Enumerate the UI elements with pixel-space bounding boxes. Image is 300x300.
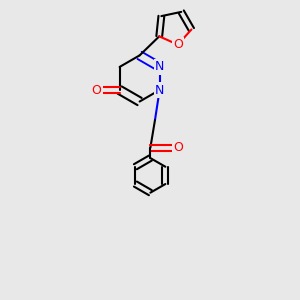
Text: N: N xyxy=(155,60,164,74)
Text: O: O xyxy=(173,141,183,154)
Text: O: O xyxy=(173,38,183,51)
Text: O: O xyxy=(92,83,101,97)
Text: N: N xyxy=(155,83,164,97)
